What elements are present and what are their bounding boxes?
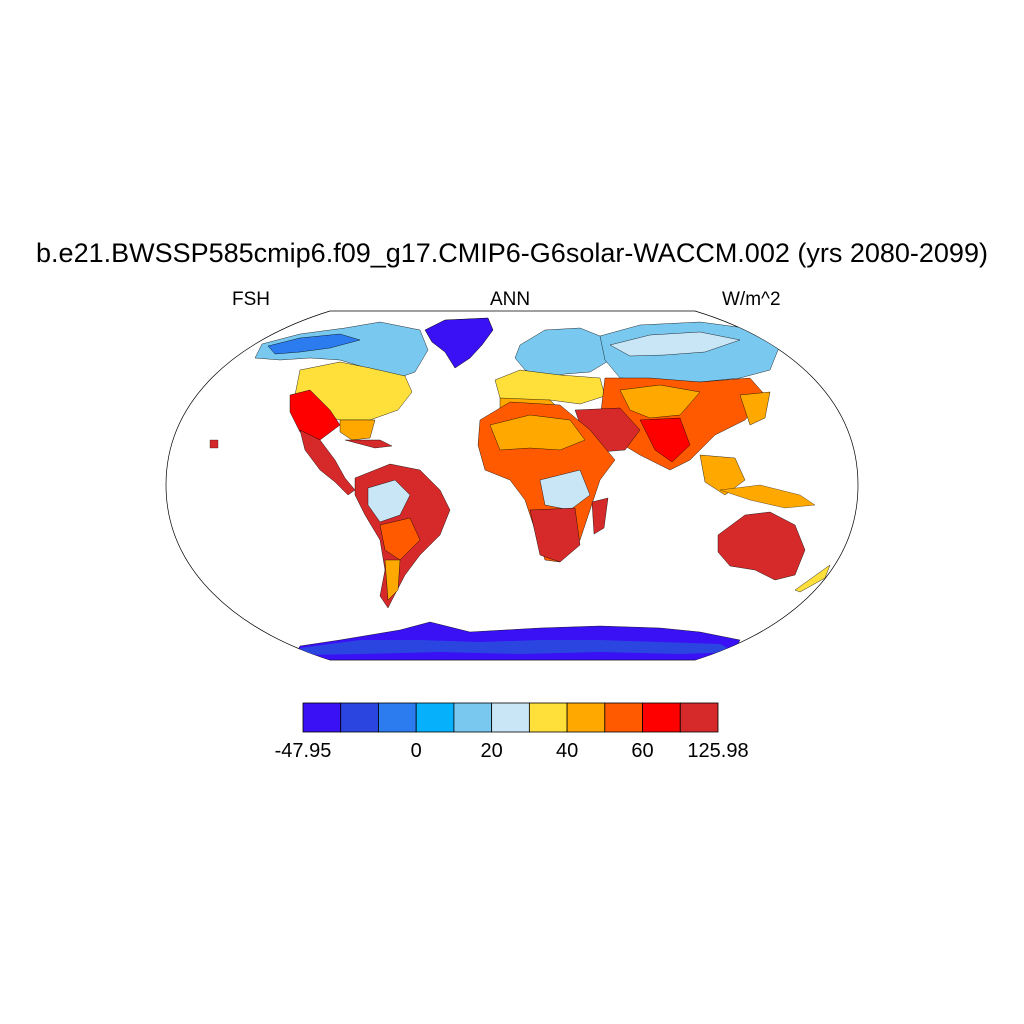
colorbar-label: 0: [410, 740, 422, 762]
australia: [717, 511, 831, 593]
africa: [477, 401, 616, 563]
colorbar-swatch: [528, 702, 568, 733]
colorbar-swatch: [302, 702, 342, 733]
plot-title: b.e21.BWSSP585cmip6.f09_g17.CMIP6-G6sola…: [36, 238, 988, 268]
colorbar-label: 40: [555, 740, 579, 762]
colorbar-label: 60: [631, 740, 654, 762]
colorbar-label: 20: [480, 740, 503, 762]
asia: [574, 321, 781, 496]
variable-label: FSH: [232, 289, 270, 310]
north-america: [254, 321, 429, 496]
colorbar-swatch: [415, 702, 455, 733]
colorbar-swatch: [679, 702, 719, 733]
colorbar-swatch: [378, 702, 417, 733]
colorbar: [302, 702, 719, 733]
season-label: ANN: [490, 289, 531, 310]
antarctica-edge: [300, 640, 735, 655]
greenland: [424, 317, 494, 369]
colorbar-swatch: [566, 702, 606, 733]
units-label: W/m^2: [722, 289, 781, 310]
colorbar-label: 125.98: [687, 740, 749, 762]
islands: [209, 439, 816, 509]
colorbar-swatch: [340, 702, 379, 733]
south-america: [354, 463, 451, 609]
colorbar-swatch: [604, 702, 643, 733]
colorbar-swatch: [491, 702, 530, 733]
colorbar-swatch: [453, 702, 493, 733]
colorbar-label: -47.95: [274, 740, 332, 762]
colorbar-swatch: [642, 702, 681, 733]
